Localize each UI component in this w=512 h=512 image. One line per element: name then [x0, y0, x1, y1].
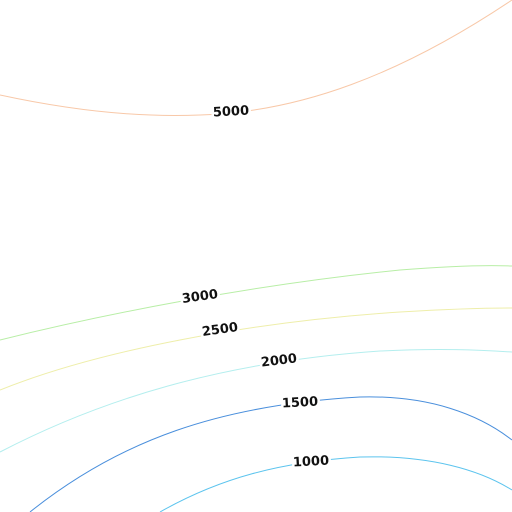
- contour-label: 1500: [282, 395, 319, 412]
- contour-line: [159, 456, 512, 512]
- contour-label: 3000: [181, 287, 219, 307]
- contour-line: [29, 396, 512, 512]
- contour-label: 5000: [213, 104, 250, 121]
- contour-line: [0, 0, 512, 117]
- contour-label: 1000: [293, 454, 330, 471]
- contour-line: [0, 265, 512, 341]
- contour-line: [0, 348, 512, 453]
- contour-label: 2500: [201, 320, 239, 340]
- contour-label: 2000: [260, 351, 298, 370]
- contour-line: [0, 307, 512, 391]
